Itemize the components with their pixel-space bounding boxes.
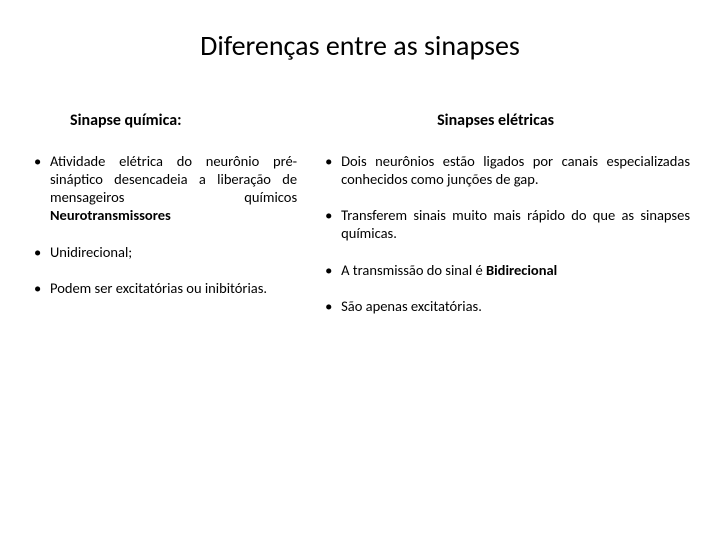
left-item: Atividade elétrica do neurônio pré-sináp… [30, 152, 297, 225]
left-item: Podem ser excitatórias ou inibitórias. [30, 279, 297, 297]
columns: Sinapse química: Atividade elétrica do n… [30, 111, 690, 333]
right-item: Transferem sinais muito mais rápido do q… [321, 206, 690, 242]
right-item: São apenas excitatórias. [321, 297, 690, 315]
right-heading: Sinapses elétricas [321, 111, 690, 130]
column-left: Sinapse química: Atividade elétrica do n… [30, 111, 297, 333]
right-list: Dois neurônios estão ligados por canais … [321, 152, 690, 315]
column-right: Sinapses elétricas Dois neurônios estão … [321, 111, 690, 333]
right-item: A transmissão do sinal é Bidirecional [321, 261, 690, 279]
left-list: Atividade elétrica do neurônio pré-sináp… [30, 152, 297, 297]
slide-title: Diferenças entre as sinapses [30, 28, 690, 63]
left-heading: Sinapse química: [30, 111, 297, 130]
slide: Diferenças entre as sinapses Sinapse quí… [0, 0, 720, 540]
right-item: Dois neurônios estão ligados por canais … [321, 152, 690, 188]
left-item: Unidirecional; [30, 243, 297, 261]
